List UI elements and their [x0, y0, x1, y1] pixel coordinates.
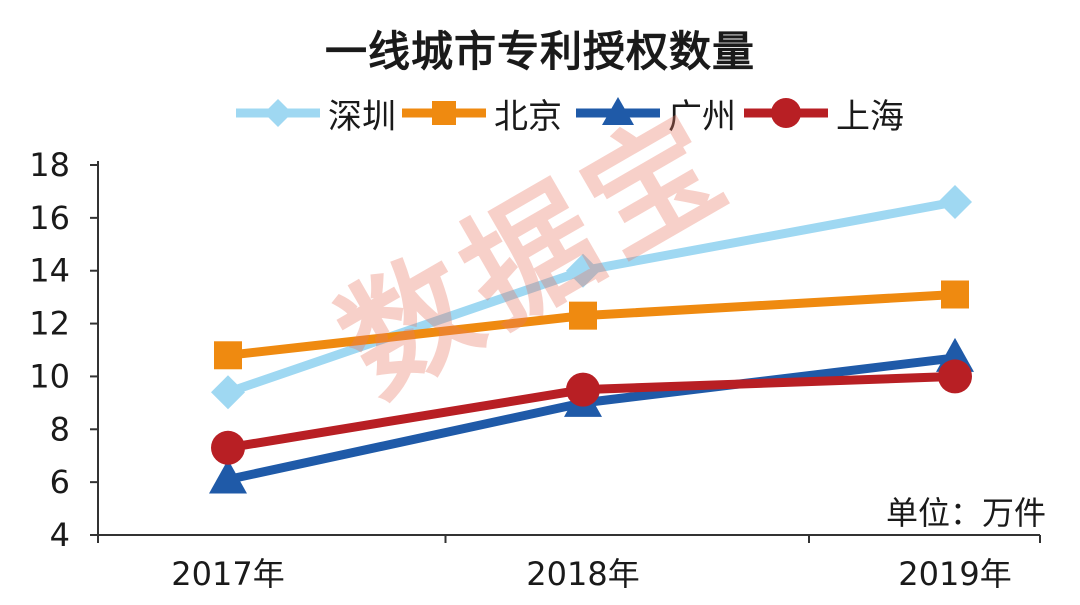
legend-item-shanghai: 上海	[740, 88, 904, 138]
y-tick-label: 6	[50, 463, 70, 501]
data-point-diamond	[211, 375, 245, 410]
data-point-circle	[938, 359, 972, 394]
data-point-square	[569, 301, 597, 330]
data-point-square	[214, 341, 242, 370]
y-tick-label: 8	[50, 410, 70, 448]
legend-label: 深圳	[328, 96, 396, 137]
data-point-diamond	[566, 253, 600, 288]
y-tick-label: 18	[29, 146, 70, 184]
legend-marker-diamond	[236, 99, 320, 127]
legend-item-shenzhen: 深圳	[232, 88, 396, 138]
y-tick-label: 16	[29, 199, 70, 237]
y-tick-label: 12	[29, 305, 70, 343]
data-point-diamond	[938, 185, 972, 219]
legend-marker-circle	[744, 98, 828, 128]
legend-label: 广州	[668, 96, 736, 137]
data-point-square	[941, 280, 969, 309]
legend-marker-triangle	[576, 97, 660, 125]
legend-item-beijing: 北京	[398, 88, 562, 138]
legend: 深圳 北京 广州 上海	[0, 88, 1080, 138]
legend-marker-square	[402, 101, 486, 125]
x-tick-label: 2019年	[898, 555, 1011, 593]
x-tick-label: 2018年	[526, 555, 639, 593]
y-tick-label: 4	[50, 516, 70, 554]
chart-title: 一线城市专利授权数量	[324, 27, 755, 76]
unit-label: 单位：万件	[885, 494, 1046, 532]
legend-label: 上海	[836, 96, 904, 137]
legend-label: 北京	[494, 96, 562, 137]
data-point-circle	[566, 372, 600, 407]
legend-item-guangzhou: 广州	[572, 88, 736, 138]
data-point-circle	[211, 430, 245, 465]
x-tick-label: 2017年	[171, 555, 284, 593]
y-tick-label: 10	[29, 357, 70, 395]
y-tick-label: 14	[29, 252, 70, 290]
data-point-triangle	[209, 459, 247, 494]
